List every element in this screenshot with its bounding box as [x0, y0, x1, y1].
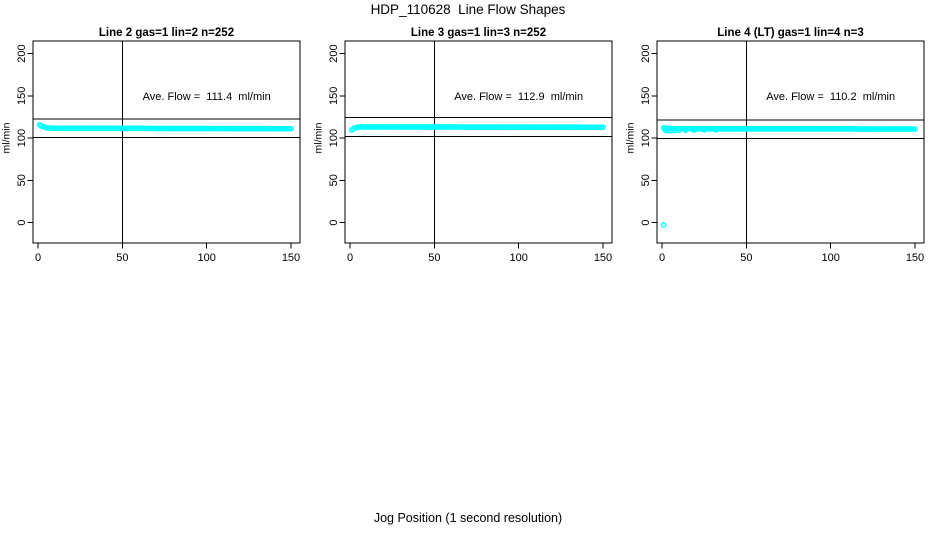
x-tick-label: 0 — [659, 252, 665, 264]
x-tick-label: 50 — [116, 252, 128, 264]
x-axis-label: Jog Position (1 second resolution) — [373, 511, 563, 525]
data-point — [691, 127, 697, 133]
y-axis-label: ml/min — [1, 122, 13, 153]
panel-line4-chart: Line 4 (LT) gas=1 lin=4 n=3 0 50 100 150 200 0… — [625, 27, 925, 264]
y-tick-label: 100 — [16, 129, 28, 147]
data-point — [682, 127, 689, 134]
panel-title: Line 3 gas=1 lin=3 n=252 — [411, 27, 546, 39]
x-tick-label: 0 — [347, 252, 353, 264]
plot-box — [344, 40, 613, 244]
y-tick-label: 200 — [16, 44, 28, 62]
y-tick-label: 100 — [328, 129, 340, 147]
data-point — [713, 126, 719, 133]
x-tick-label: 100 — [821, 252, 839, 264]
x-tick-label: 150 — [594, 252, 612, 264]
x-tick-label: 0 — [35, 252, 41, 264]
y-tick-label: 50 — [328, 174, 340, 186]
data-point — [600, 124, 606, 131]
outlier-point — [660, 222, 667, 228]
y-tick-label: 150 — [16, 87, 28, 105]
x-tick-label: 50 — [740, 252, 752, 264]
plot-box — [656, 40, 925, 244]
x-tick-label: 150 — [906, 252, 924, 264]
data-point — [667, 127, 674, 134]
data-point — [912, 126, 918, 132]
x-tick-label: 50 — [428, 252, 440, 264]
panel-title: Line 4 (LT) gas=1 lin=4 n=3 — [717, 27, 863, 39]
panel-line2-chart: Line 2 gas=1 lin=2 n=252 0 50 100 150 200 0 50 1… — [1, 27, 301, 264]
y-tick-label: 200 — [640, 44, 652, 62]
panel-line3-chart: Line 3 gas=1 lin=3 n=252 0 50 100 150 200 0 50 1… — [313, 27, 613, 264]
y-tick-label: 50 — [640, 174, 652, 186]
y-tick-label: 200 — [328, 44, 340, 62]
y-tick-label: 0 — [640, 219, 652, 225]
y-tick-label: 150 — [640, 87, 652, 105]
ave-flow-annotation: Ave. Flow = 110.2 ml/min — [766, 91, 895, 103]
plot-box — [32, 40, 301, 244]
y-tick-label: 150 — [328, 87, 340, 105]
data-point — [701, 127, 708, 133]
page-title: HDP_110628 Line Flow Shapes — [370, 2, 566, 17]
y-tick-label: 0 — [16, 219, 28, 225]
panel-title: Line 2 gas=1 lin=2 n=252 — [99, 27, 234, 39]
y-axis-label: ml/min — [625, 122, 637, 153]
y-tick-label: 100 — [640, 129, 652, 147]
x-tick-label: 150 — [282, 252, 300, 264]
ave-flow-annotation: Ave. Flow = 111.4 ml/min — [143, 91, 271, 103]
y-axis-label: ml/min — [313, 122, 325, 153]
x-tick-label: 100 — [197, 252, 215, 264]
x-tick-label: 100 — [509, 252, 527, 264]
data-point — [664, 127, 670, 134]
data-point — [670, 127, 677, 134]
data-point — [676, 127, 682, 134]
y-tick-label: 50 — [16, 174, 28, 186]
data-point — [288, 125, 294, 132]
ave-flow-annotation: Ave. Flow = 112.9 ml/min — [454, 91, 583, 103]
y-tick-label: 0 — [328, 219, 340, 225]
